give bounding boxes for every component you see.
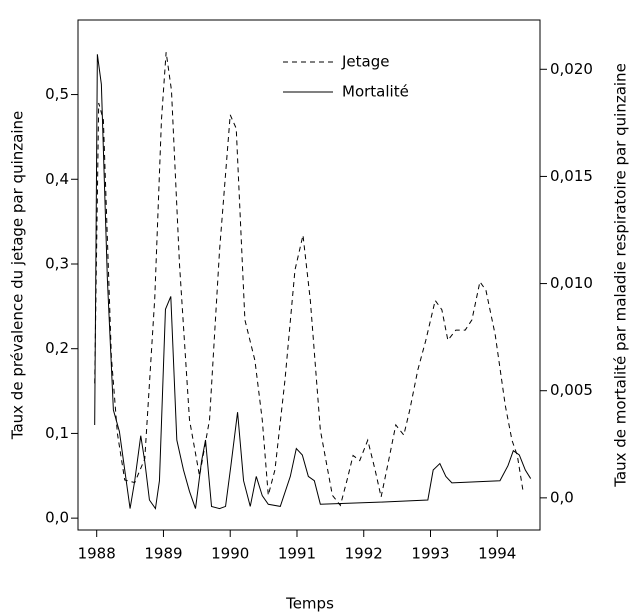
x-tick-label: 1994	[478, 545, 516, 563]
series-line	[94, 54, 532, 510]
y2-axis-label: Taux de mortalité par maladie respiratoi…	[612, 63, 630, 488]
y2-tick-label: 0,005	[550, 381, 593, 399]
x-tick-label: 1991	[278, 545, 316, 563]
series-line	[94, 52, 524, 507]
x-tick-label: 1989	[144, 545, 182, 563]
y2-tick-label: 0,010	[550, 274, 593, 292]
x-tick-label: 1992	[345, 545, 383, 563]
y-tick-label: 0,3	[45, 254, 69, 272]
x-tick-label: 1993	[411, 545, 449, 563]
y-axis-label: Taux de prévalence du jetage par quinzai…	[9, 111, 27, 440]
y2-tick-label: 0,0	[550, 488, 574, 506]
y-tick-label: 0,1	[45, 424, 69, 442]
x-tick-label: 1990	[211, 545, 249, 563]
y-tick-label: 0,5	[45, 85, 69, 103]
y2-tick-label: 0,020	[550, 60, 593, 78]
x-axis-label: Temps	[285, 595, 334, 613]
legend-label: Jetage	[341, 53, 389, 71]
y-tick-label: 0,4	[45, 170, 69, 188]
y-tick-label: 0,0	[45, 509, 69, 527]
y-tick-label: 0,2	[45, 339, 69, 357]
y2-tick-label: 0,015	[550, 167, 593, 185]
legend-label: Mortalité	[342, 83, 409, 101]
x-tick-label: 1988	[78, 545, 116, 563]
plot-frame	[77, 19, 541, 531]
